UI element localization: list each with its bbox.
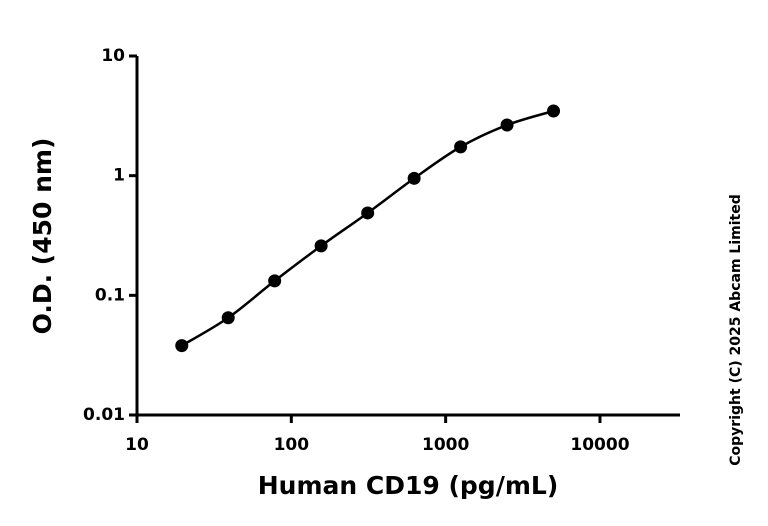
x-tick-label: 10000 (570, 435, 629, 455)
y-tick-label: 0.1 (95, 285, 125, 305)
data-point (175, 339, 189, 353)
data-point (454, 140, 468, 154)
x-axis-title: Human CD19 (pg/mL) (258, 471, 559, 500)
data-point (407, 171, 421, 185)
y-axis-title: O.D. (450 nm) (28, 138, 57, 335)
y-tick-label: 0.01 (83, 405, 125, 425)
y-tick-label: 1 (113, 166, 125, 186)
data-point (314, 239, 328, 253)
data-point (500, 118, 514, 132)
y-tick-label: 10 (101, 46, 125, 66)
data-point (361, 206, 375, 220)
x-tick-label: 100 (274, 435, 310, 455)
data-point (221, 311, 235, 325)
copyright: Copyright (C) 2025 Abcam Limited (728, 194, 744, 465)
fit-curve (181, 109, 554, 347)
data-point (268, 274, 282, 288)
x-tick-label: 10 (125, 435, 149, 455)
x-tick-label: 1000 (422, 435, 469, 455)
data-point (547, 104, 561, 118)
